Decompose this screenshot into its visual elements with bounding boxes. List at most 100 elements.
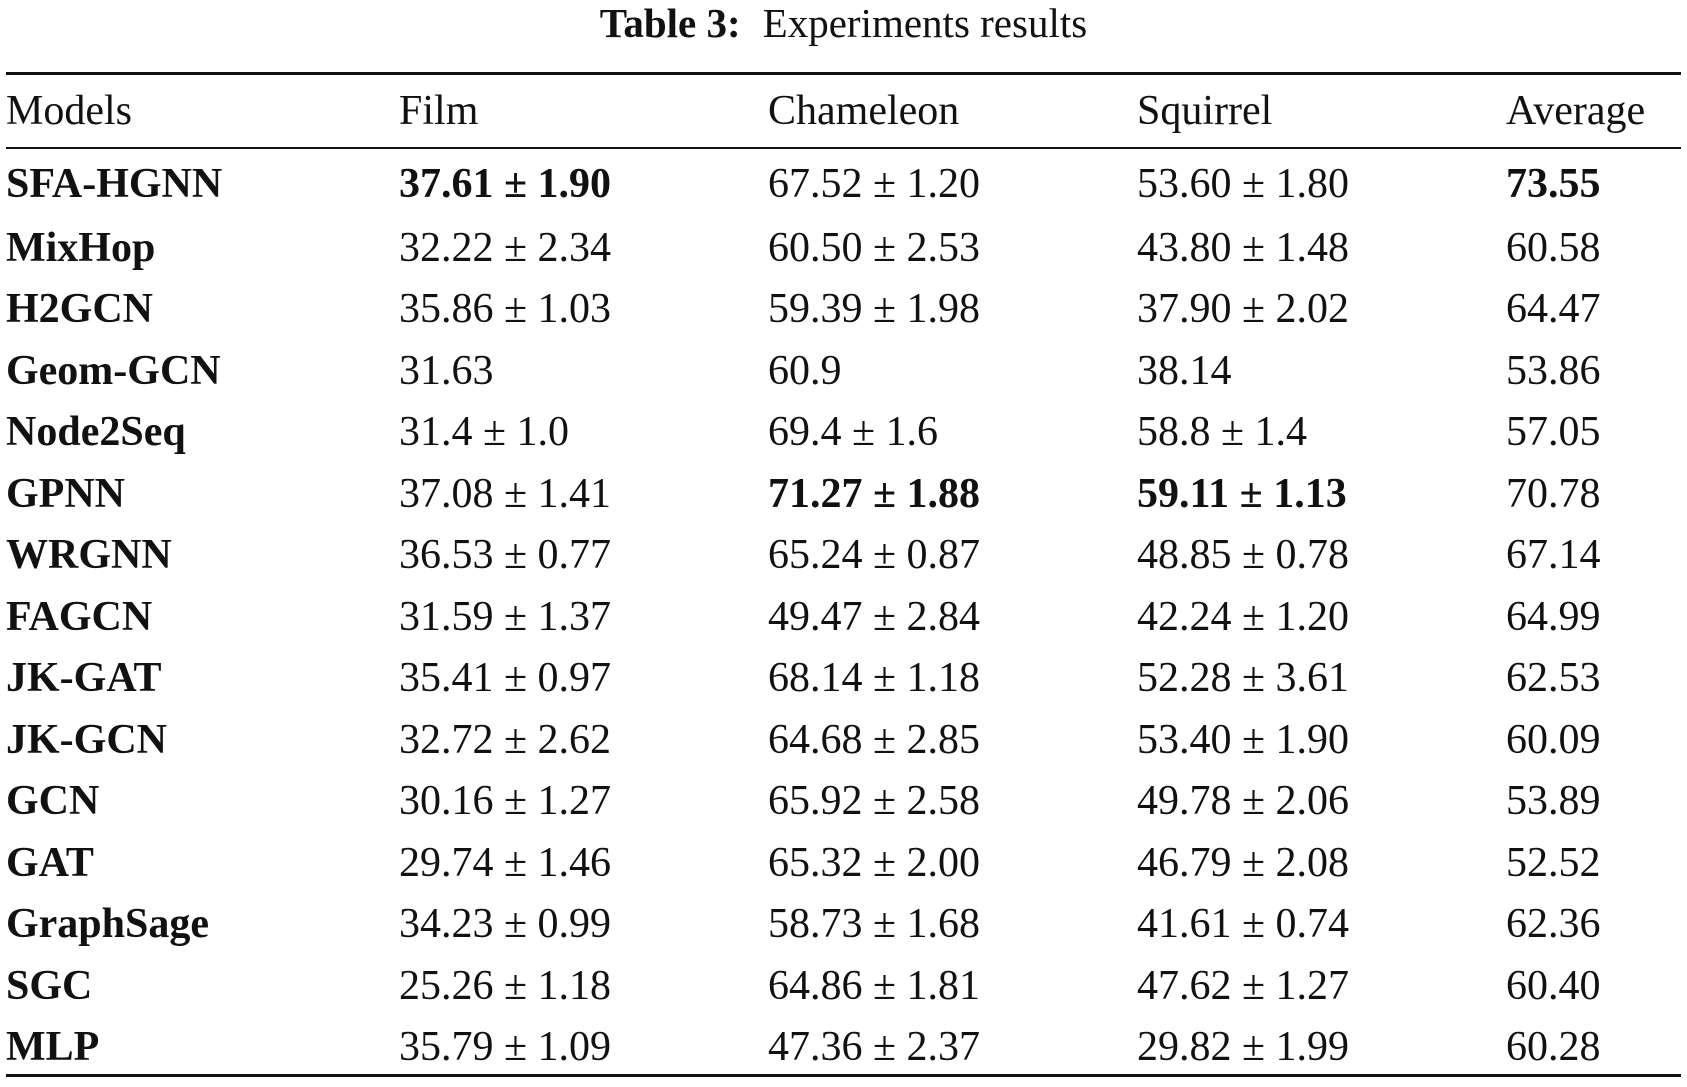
average-cell: 62.53 [1506,655,1601,702]
squirrel-cell: 58.8 ± 1.4 [1137,409,1308,456]
chameleon-cell: 67.52 ± 1.20 [768,161,981,207]
chameleon-cell: 58.73 ± 1.68 [768,901,981,948]
chameleon-cell: 65.32 ± 2.00 [768,839,981,886]
film-cell: 34.23 ± 0.99 [399,901,612,948]
chameleon-cell: 71.27 ± 1.88 [768,470,981,517]
film-cell: 35.79 ± 1.09 [399,1024,612,1071]
film-cell: 29.74 ± 1.46 [399,839,612,886]
squirrel-cell: 47.62 ± 1.27 [1137,962,1350,1009]
film-cell: 32.22 ± 2.34 [399,224,612,271]
average-cell: 62.36 [1506,901,1601,948]
film-cell: 31.63 [399,347,494,394]
model-name-cell: GAT [6,839,94,886]
chameleon-cell: 49.47 ± 2.84 [768,593,981,640]
model-name-cell: JK-GCN [6,716,167,763]
squirrel-cell: 46.79 ± 2.08 [1137,839,1350,886]
average-cell: 64.99 [1506,593,1601,640]
model-name-cell: Geom-GCN [6,347,221,394]
model-name-cell: GraphSage [6,901,210,948]
squirrel-cell: 42.24 ± 1.20 [1137,593,1350,640]
film-cell: 36.53 ± 0.77 [399,532,612,579]
squirrel-cell: 49.78 ± 2.06 [1137,778,1350,825]
table-row: MLP 35.79 ± 1.09 47.36 ± 2.37 29.82 ± 1.99 6… [6,1017,1681,1079]
table-row: FAGCN 31.59 ± 1.37 49.47 ± 2.84 42.24 ± 1.2… [6,586,1681,648]
table-row: WRGNN 36.53 ± 0.77 65.24 ± 0.87 48.85 ± 0.7… [6,525,1681,587]
chameleon-cell: 59.39 ± 1.98 [768,286,981,333]
chameleon-cell: 69.4 ± 1.6 [768,409,939,456]
average-cell: 52.52 [1506,839,1601,886]
film-cell: 37.08 ± 1.41 [399,470,612,517]
chameleon-cell: 65.92 ± 2.58 [768,778,981,825]
header-models: Models [6,88,132,134]
model-name-cell: GCN [6,778,100,825]
squirrel-cell: 48.85 ± 0.78 [1137,532,1350,579]
table-row: GPNN 37.08 ± 1.41 71.27 ± 1.88 59.11 ± 1.13… [6,463,1681,525]
caption-text: Experiments results [762,0,1088,46]
average-cell: 60.58 [1506,224,1601,271]
caption-label: Table 3: [599,0,741,46]
model-name-cell: WRGNN [6,532,172,579]
table-row: H2GCN 35.86 ± 1.03 59.39 ± 1.98 37.90 ± 2.0… [6,279,1681,341]
header-film: Film [399,88,479,134]
table-row: Node2Seq 31.4 ± 1.0 69.4 ± 1.6 58.8 ± 1.4 57… [6,402,1681,464]
model-name-cell: H2GCN [6,286,153,333]
table-body: SFA-HGNN 37.61 ± 1.90 67.52 ± 1.20 53.60 ± … [6,147,1681,1078]
film-cell: 37.61 ± 1.90 [399,161,612,207]
table-row: SFA-HGNN 37.61 ± 1.90 67.52 ± 1.20 53.60 ± … [6,147,1681,217]
header-average: Average [1506,88,1646,134]
squirrel-cell: 59.11 ± 1.13 [1137,470,1347,517]
table-row: JK-GCN 32.72 ± 2.62 64.68 ± 2.85 53.40 ± 1.… [6,709,1681,771]
average-cell: 73.55 [1506,161,1601,207]
squirrel-cell: 38.14 [1137,347,1232,394]
model-name-cell: MLP [6,1024,100,1071]
model-name-cell: JK-GAT [6,655,162,702]
average-cell: 60.28 [1506,1024,1601,1071]
model-name-cell: GPNN [6,470,125,517]
average-cell: 53.89 [1506,778,1601,825]
squirrel-cell: 29.82 ± 1.99 [1137,1024,1350,1071]
average-cell: 57.05 [1506,409,1601,456]
average-cell: 70.78 [1506,470,1601,517]
results-table: Models Film Chameleon Squirrel Average S… [6,75,1681,1078]
average-cell: 64.47 [1506,286,1601,333]
table-row: GraphSage 34.23 ± 0.99 58.73 ± 1.68 41.61 ±… [6,894,1681,956]
table-row: SGC 25.26 ± 1.18 64.86 ± 1.81 47.62 ± 1.27 6… [6,955,1681,1017]
average-cell: 60.40 [1506,962,1601,1009]
average-cell: 53.86 [1506,347,1601,394]
header-chameleon: Chameleon [768,88,960,134]
film-cell: 31.59 ± 1.37 [399,593,612,640]
film-cell: 30.16 ± 1.27 [399,778,612,825]
film-cell: 25.26 ± 1.18 [399,962,612,1009]
chameleon-cell: 47.36 ± 2.37 [768,1024,981,1071]
film-cell: 32.72 ± 2.62 [399,716,612,763]
squirrel-cell: 37.90 ± 2.02 [1137,286,1350,333]
chameleon-cell: 65.24 ± 0.87 [768,532,981,579]
model-name-cell: MixHop [6,224,156,271]
table-row: Geom-GCN 31.63 60.9 38.14 53.86 [6,340,1681,402]
squirrel-cell: 53.40 ± 1.90 [1137,716,1350,763]
squirrel-cell: 41.61 ± 0.74 [1137,901,1350,948]
chameleon-cell: 64.68 ± 2.85 [768,716,981,763]
model-name-cell: SGC [6,962,93,1009]
top-rule [6,72,1681,75]
squirrel-cell: 52.28 ± 3.61 [1137,655,1350,702]
table-caption: Table 3: Experiments results [0,0,1687,46]
average-cell: 67.14 [1506,532,1601,579]
chameleon-cell: 68.14 ± 1.18 [768,655,981,702]
header-row: Models Film Chameleon Squirrel Average [6,75,1681,147]
film-cell: 31.4 ± 1.0 [399,409,570,456]
header-rule [6,147,1681,149]
model-name-cell: FAGCN [6,593,153,640]
average-cell: 60.09 [1506,716,1601,763]
film-cell: 35.41 ± 0.97 [399,655,612,702]
model-name-cell: SFA-HGNN [6,161,223,207]
bottom-rule [6,1074,1681,1077]
model-name-cell: Node2Seq [6,409,186,456]
header-squirrel: Squirrel [1137,88,1273,134]
chameleon-cell: 64.86 ± 1.81 [768,962,981,1009]
squirrel-cell: 43.80 ± 1.48 [1137,224,1350,271]
table-row: GCN 30.16 ± 1.27 65.92 ± 2.58 49.78 ± 2.06 5… [6,771,1681,833]
squirrel-cell: 53.60 ± 1.80 [1137,161,1350,207]
table-row: JK-GAT 35.41 ± 0.97 68.14 ± 1.18 52.28 ± 3.… [6,648,1681,710]
chameleon-cell: 60.9 [768,347,842,394]
